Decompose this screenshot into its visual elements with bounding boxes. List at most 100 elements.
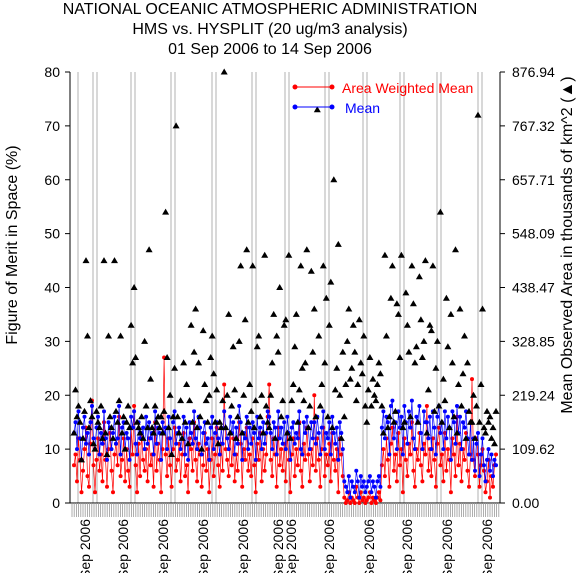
legend-marker-mean-end bbox=[329, 104, 335, 110]
triangle-9 bbox=[84, 332, 91, 339]
point-mean-118 bbox=[249, 441, 254, 446]
triangle-222 bbox=[403, 321, 411, 328]
point-mean-127 bbox=[262, 441, 267, 446]
point-mean-224 bbox=[408, 425, 413, 430]
triangle-208 bbox=[382, 332, 390, 339]
point-area-weighted-mean-176 bbox=[336, 490, 341, 495]
triangle-174 bbox=[331, 386, 339, 393]
point-mean-37 bbox=[127, 457, 132, 462]
point-area-weighted-mean-277 bbox=[488, 495, 492, 500]
point-mean-70 bbox=[177, 425, 182, 430]
triangle-123 bbox=[255, 332, 263, 339]
triangle-258 bbox=[458, 402, 465, 409]
triangle-50 bbox=[145, 246, 153, 253]
triangle-3 bbox=[75, 402, 82, 409]
triangle-133 bbox=[270, 310, 278, 317]
triangle-26 bbox=[109, 434, 117, 441]
point-area-weighted-mean-265 bbox=[470, 377, 474, 382]
point-mean-90 bbox=[207, 457, 212, 462]
triangle-185 bbox=[348, 364, 356, 371]
point-mean-3 bbox=[76, 409, 81, 414]
point-area-weighted-mean-238 bbox=[429, 474, 434, 479]
triangle-30 bbox=[115, 397, 123, 404]
point-area-weighted-mean-75 bbox=[184, 463, 189, 468]
triangle-87 bbox=[201, 381, 209, 387]
point-mean-161 bbox=[313, 441, 318, 446]
point-mean-46 bbox=[141, 425, 146, 430]
point-area-weighted-mean-231 bbox=[418, 463, 423, 468]
x-tick-label-7: Sep 2006 bbox=[321, 519, 337, 573]
triangle-178 bbox=[337, 434, 345, 441]
point-mean-73 bbox=[181, 414, 186, 419]
triangle-18 bbox=[97, 402, 105, 409]
point-mean-18 bbox=[99, 431, 103, 435]
point-mean-130 bbox=[267, 414, 272, 419]
triangle-156 bbox=[304, 424, 312, 431]
triangle-104 bbox=[226, 429, 234, 436]
point-mean-85 bbox=[199, 452, 204, 457]
triangle-94 bbox=[211, 418, 219, 425]
point-mean-241 bbox=[433, 452, 438, 457]
triangle-76 bbox=[184, 440, 192, 447]
x-tick-label-11: Sep 2006 bbox=[479, 519, 495, 573]
x-tick-label-6: Sep 2006 bbox=[283, 519, 299, 573]
point-mean-100 bbox=[222, 409, 227, 414]
triangle-166 bbox=[319, 262, 327, 269]
triangle-143 bbox=[285, 251, 293, 258]
point-area-weighted-mean-112 bbox=[240, 484, 245, 489]
point-area-weighted-mean-174 bbox=[333, 468, 338, 473]
point-area-weighted-mean-229 bbox=[415, 457, 420, 462]
triangle-64 bbox=[166, 391, 174, 398]
point-area-weighted-mean-222 bbox=[405, 474, 410, 479]
point-area-weighted-mean-168 bbox=[324, 452, 329, 457]
triangle-187 bbox=[351, 348, 359, 355]
triangle-1 bbox=[72, 386, 79, 393]
point-area-weighted-mean-128 bbox=[264, 452, 269, 457]
y-tick-label-left-2: 20 bbox=[44, 387, 60, 403]
triangle-216 bbox=[394, 310, 402, 317]
triangle-249 bbox=[444, 343, 452, 350]
point-mean-165 bbox=[319, 425, 324, 430]
triangle-139 bbox=[279, 397, 287, 404]
triangle-159 bbox=[309, 348, 317, 355]
triangle-130 bbox=[265, 424, 273, 431]
point-area-weighted-mean-78 bbox=[189, 447, 194, 452]
point-mean-184 bbox=[348, 495, 353, 500]
triangle-119 bbox=[249, 262, 257, 269]
point-area-weighted-mean-221 bbox=[403, 457, 408, 462]
point-mean-202 bbox=[375, 479, 380, 484]
point-mean-30 bbox=[117, 404, 122, 408]
point-area-weighted-mean-234 bbox=[423, 452, 428, 457]
point-area-weighted-mean-93 bbox=[211, 474, 216, 479]
point-mean-198 bbox=[369, 490, 374, 495]
triangle-38 bbox=[127, 321, 135, 328]
triangle-48 bbox=[142, 402, 150, 409]
point-area-weighted-mean-203 bbox=[376, 490, 381, 495]
point-area-weighted-mean-42 bbox=[135, 490, 140, 495]
point-mean-199 bbox=[370, 479, 375, 484]
point-area-weighted-mean-49 bbox=[145, 479, 150, 484]
point-mean-270 bbox=[477, 474, 482, 479]
triangle-223 bbox=[405, 348, 413, 355]
point-mean-236 bbox=[426, 436, 431, 441]
triangle-210 bbox=[385, 413, 393, 420]
point-mean-7 bbox=[82, 414, 87, 419]
triangle-193 bbox=[360, 332, 368, 339]
triangle-41 bbox=[132, 354, 140, 360]
point-mean-32 bbox=[120, 425, 125, 430]
triangle-99 bbox=[219, 397, 227, 404]
point-mean-209 bbox=[385, 420, 390, 425]
triangle-161 bbox=[312, 413, 320, 420]
point-mean-23 bbox=[106, 420, 111, 425]
point-area-weighted-mean-39 bbox=[130, 452, 135, 457]
triangle-280 bbox=[491, 440, 498, 447]
triangle-237 bbox=[426, 321, 434, 328]
point-mean-99 bbox=[220, 441, 225, 446]
point-mean-48 bbox=[144, 414, 149, 419]
point-area-weighted-mean-160 bbox=[312, 393, 317, 398]
point-area-weighted-mean-137 bbox=[277, 463, 282, 468]
triangle-167 bbox=[321, 359, 329, 366]
point-mean-25 bbox=[109, 447, 114, 452]
triangle-151 bbox=[297, 262, 305, 269]
triangle-70 bbox=[175, 429, 183, 436]
